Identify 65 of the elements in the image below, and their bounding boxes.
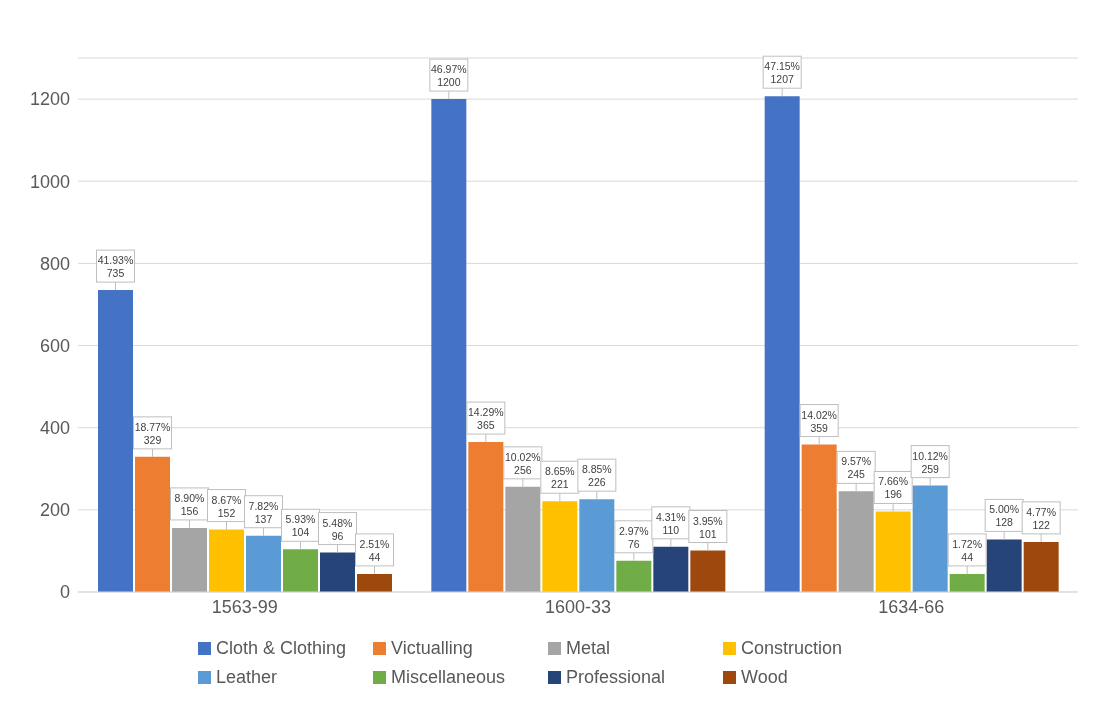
bar (320, 552, 355, 592)
legend-label: Miscellaneous (391, 667, 506, 688)
data-label: 5.00% 128 (989, 503, 1020, 529)
data-label: 14.29% 365 (468, 406, 504, 432)
y-tick-label: 200 (39, 500, 70, 521)
y-tick-label: 0 (59, 582, 70, 603)
bar (838, 491, 874, 592)
data-label: 14.02% 359 (801, 408, 837, 434)
legend-label: Professional (566, 667, 666, 688)
data-label: 47.15% 1207 (764, 60, 800, 86)
data-label: 5.93% 104 (285, 513, 316, 539)
data-label: 4.77% 122 (1026, 505, 1057, 531)
data-label: 41.93% 735 (97, 254, 134, 280)
data-label: 8.67% 152 (211, 493, 242, 519)
y-tick-label: 400 (39, 418, 70, 439)
bar (209, 529, 244, 592)
legend-label: Construction (741, 638, 843, 659)
x-tick-label: 1563-99 (211, 596, 278, 617)
data-label: 2.51% 44 (359, 537, 390, 563)
bar (764, 96, 800, 592)
bar (135, 456, 170, 592)
legend-label: Wood (741, 667, 788, 688)
data-label: 8.65% 221 (544, 465, 575, 491)
bar (912, 485, 948, 592)
y-tick-label: 600 (39, 335, 70, 356)
bar (283, 549, 318, 592)
data-label: 10.02% 256 (505, 450, 541, 476)
y-tick-label: 1000 (29, 171, 70, 192)
bar (505, 486, 541, 592)
bar (801, 444, 837, 592)
legend-label: Metal (566, 638, 611, 659)
bar (246, 535, 281, 592)
legend-label: Leather (216, 667, 278, 688)
bar (949, 573, 985, 592)
data-label: 10.12% 259 (912, 449, 948, 475)
legend-label: Victualling (391, 638, 473, 659)
data-label: 46.97% 1200 (431, 63, 467, 89)
data-label: 8.85% 226 (581, 463, 612, 489)
bar (616, 560, 652, 592)
data-label: 2.97% 76 (618, 524, 649, 550)
bar (98, 290, 133, 592)
y-tick-label: 800 (39, 253, 70, 274)
bar (579, 499, 615, 592)
bar (357, 573, 392, 592)
data-label: 1.72% 44 (952, 537, 983, 563)
data-label: 18.77% 329 (134, 420, 171, 446)
bar (690, 550, 726, 592)
bar (1023, 541, 1059, 592)
bar (542, 501, 578, 592)
x-tick-label: 1600-33 (544, 596, 612, 617)
data-label: 8.90% 156 (174, 491, 205, 517)
data-label: 5.48% 96 (322, 516, 353, 542)
data-label: 7.66% 196 (878, 475, 909, 501)
data-label: 7.82% 137 (248, 499, 279, 525)
legend-label: Cloth & Clothing (216, 638, 347, 659)
y-tick-label: 1200 (29, 89, 70, 110)
bar (172, 527, 207, 592)
data-label: 9.57% 245 (841, 455, 872, 481)
bar (653, 546, 689, 592)
bar (431, 99, 467, 592)
data-label: 3.95% 101 (692, 514, 723, 540)
data-label: 4.31% 110 (655, 510, 686, 536)
bar (875, 511, 911, 592)
bar (468, 442, 504, 592)
x-tick-label: 1634-66 (878, 596, 945, 617)
